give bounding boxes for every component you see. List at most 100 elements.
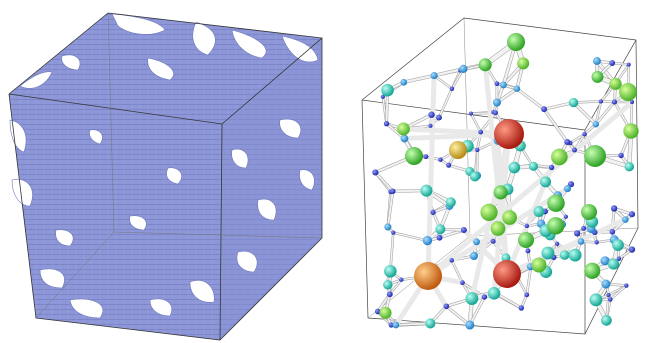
throat [543, 108, 569, 143]
pore-node [391, 230, 396, 235]
throat [392, 231, 429, 242]
pore-node [628, 246, 636, 253]
throat [389, 278, 403, 296]
pore-node [478, 58, 492, 72]
pore-node [468, 111, 474, 116]
pore-node [609, 77, 622, 90]
pore-node [445, 197, 456, 208]
pore-node [425, 318, 436, 329]
pore-node [490, 221, 506, 236]
pore-node [487, 286, 501, 300]
pore-node [594, 240, 599, 245]
pore-node [438, 157, 443, 162]
pore-node [449, 86, 455, 92]
pore-node [392, 321, 400, 329]
pore-node [473, 238, 480, 246]
throat [479, 111, 497, 133]
pore-node [460, 227, 467, 234]
pore-node [541, 246, 555, 260]
pore-node [551, 148, 568, 166]
pore-node [619, 83, 637, 101]
pore-node [400, 78, 408, 86]
throat [525, 267, 532, 296]
cube-front-face [9, 94, 222, 340]
throat [470, 112, 482, 133]
pore-node [622, 216, 629, 223]
pore-node [493, 185, 508, 200]
throat [389, 231, 395, 272]
pore-node [420, 184, 433, 197]
pore-node [499, 81, 507, 89]
pore-node [490, 238, 496, 244]
pore-node [581, 204, 597, 220]
throat [515, 87, 546, 111]
pore-node [374, 308, 381, 315]
pore-node [607, 297, 613, 302]
pore-node [548, 164, 555, 171]
pore-node [541, 106, 547, 113]
pore-node [608, 258, 620, 270]
pore-node [528, 161, 538, 171]
pore-node [609, 60, 616, 66]
throat [438, 87, 453, 119]
pore-node [609, 229, 616, 235]
pore-node [384, 223, 392, 231]
pore-node [480, 203, 498, 221]
pore-node [372, 169, 379, 176]
throat [450, 259, 464, 284]
pore-node [400, 134, 409, 143]
pore-node [624, 162, 634, 172]
pore-node [616, 256, 622, 261]
pore-node [459, 64, 468, 73]
pore-node [610, 205, 618, 212]
pore-node [598, 99, 604, 104]
pore-node [430, 72, 438, 80]
pore-node [606, 292, 611, 298]
pore-node [563, 214, 569, 219]
pore-node [568, 97, 579, 108]
pore-node [465, 292, 479, 305]
pore-node [386, 291, 393, 298]
pore-node [524, 292, 530, 298]
pore-node [568, 248, 582, 262]
pore-network-cube [361, 17, 639, 335]
pore-node [381, 83, 394, 97]
pore-node [564, 138, 571, 145]
pore-node [559, 250, 570, 260]
pore-node [449, 258, 454, 263]
pore-holes [9, 13, 319, 319]
pore-node [574, 230, 581, 237]
pore-node [518, 305, 525, 311]
throat [594, 101, 616, 126]
pore-node [513, 85, 521, 92]
pore-node [589, 293, 603, 307]
pore-node [436, 234, 443, 241]
network-nodes [372, 33, 639, 330]
pore-node [428, 123, 433, 128]
pore-node [525, 248, 531, 254]
pore-node [388, 322, 394, 328]
pore-node [379, 306, 392, 319]
pore-node [546, 217, 565, 235]
pore-node [626, 62, 631, 67]
pore-node [435, 224, 446, 235]
pore-node [414, 262, 442, 290]
pore-node [582, 131, 587, 137]
pore-node [518, 232, 534, 248]
pore-node [612, 239, 624, 251]
throat [386, 190, 394, 228]
pore-node [592, 57, 601, 65]
throat [402, 74, 436, 84]
pore-node [601, 279, 611, 289]
pore-node [502, 210, 517, 225]
pore-node [443, 303, 450, 310]
throat [425, 99, 635, 279]
pore-node [591, 70, 604, 83]
pore-node [396, 122, 410, 136]
pore-node [577, 238, 585, 245]
pore-node [539, 176, 552, 188]
pore-node [383, 280, 393, 290]
pore-node [508, 161, 521, 174]
